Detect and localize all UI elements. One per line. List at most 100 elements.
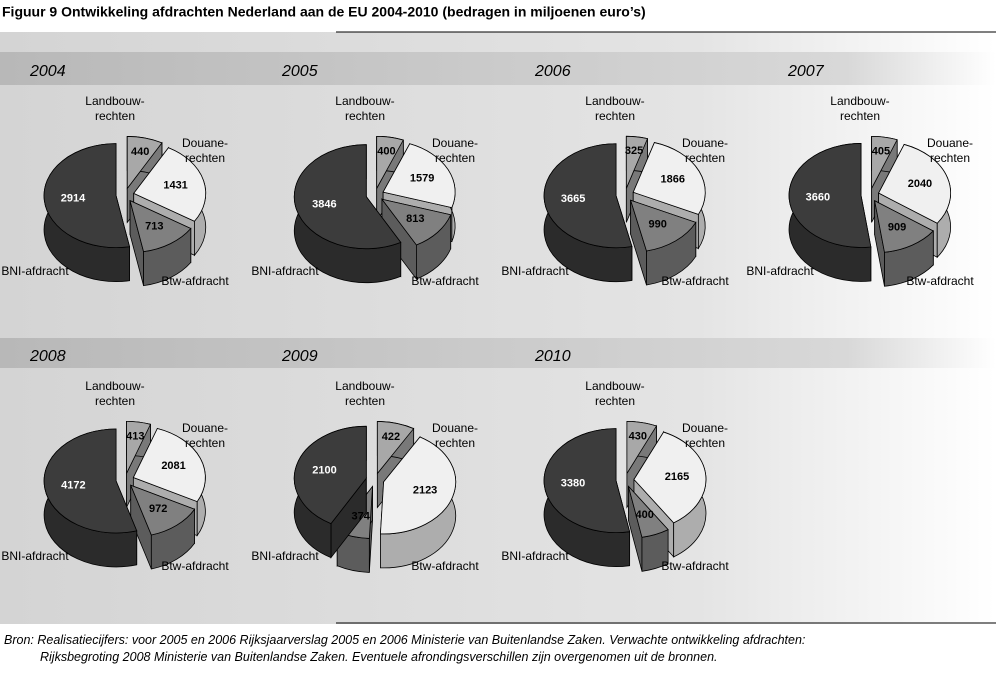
category-label: Douane-rechten bbox=[182, 421, 228, 450]
slice-top bbox=[132, 428, 206, 503]
slice-top bbox=[126, 420, 152, 474]
category-label: Douane-rechten bbox=[432, 421, 478, 450]
category-label: BNI-afdracht bbox=[251, 549, 319, 563]
category-label: Btw-afdracht bbox=[661, 559, 729, 573]
category-label: BNI-afdracht bbox=[501, 549, 569, 563]
pie-slice bbox=[380, 198, 452, 281]
category-label: Btw-afdracht bbox=[661, 274, 729, 288]
pie-slice bbox=[627, 485, 669, 572]
category-label: Douane-rechten bbox=[432, 136, 478, 165]
value-label: 990 bbox=[648, 219, 666, 231]
category-label: Douane-rechten bbox=[182, 136, 228, 165]
year-title: 2010 bbox=[534, 348, 571, 365]
slice-top bbox=[632, 142, 706, 215]
value-label: 972 bbox=[149, 503, 167, 515]
value-label: 4172 bbox=[61, 479, 85, 491]
source-note: Bron: Realisatiecijfers: voor 2005 en 20… bbox=[4, 633, 805, 647]
slice-top bbox=[293, 144, 402, 250]
slice-top bbox=[626, 421, 658, 475]
category-label: BNI-afdracht bbox=[746, 264, 814, 278]
value-label: 413 bbox=[126, 430, 144, 442]
category-label: Btw-afdracht bbox=[411, 274, 479, 288]
category-label: Douane-rechten bbox=[682, 421, 728, 450]
pie-slice bbox=[874, 200, 934, 287]
pie-slice bbox=[130, 484, 196, 570]
slice-top bbox=[129, 199, 192, 253]
source-note: Rijksbegroting 2008 Ministerie van Buite… bbox=[40, 650, 718, 664]
value-label: 2123 bbox=[413, 485, 437, 497]
pie-slice bbox=[126, 420, 152, 508]
value-label: 1579 bbox=[410, 173, 434, 185]
value-label: 374 bbox=[351, 510, 370, 522]
value-label: 405 bbox=[872, 145, 890, 157]
pie-slice bbox=[293, 144, 402, 284]
year-title: 2008 bbox=[29, 348, 66, 365]
category-label: Landbouw-rechten bbox=[585, 379, 644, 408]
slice-top bbox=[130, 484, 196, 536]
value-label: 2081 bbox=[161, 460, 185, 472]
slice-top bbox=[874, 200, 934, 253]
category-label: BNI-afdracht bbox=[251, 264, 319, 278]
slice-top bbox=[633, 431, 707, 524]
slice-top bbox=[380, 198, 452, 246]
value-label: 713 bbox=[145, 220, 163, 232]
value-label: 1431 bbox=[163, 180, 187, 192]
value-label: 2914 bbox=[61, 192, 86, 204]
value-label: 3380 bbox=[561, 478, 585, 490]
year-title: 2009 bbox=[281, 348, 318, 365]
year-title: 2006 bbox=[534, 63, 571, 80]
pie-slice bbox=[633, 430, 707, 558]
category-label: Btw-afdracht bbox=[161, 559, 229, 573]
year-band bbox=[0, 338, 996, 368]
pie-slice bbox=[543, 428, 631, 568]
slice-top bbox=[543, 143, 633, 249]
slice-top bbox=[543, 428, 631, 534]
slice-top bbox=[628, 485, 669, 538]
value-label: 2040 bbox=[908, 178, 932, 190]
slice-top bbox=[126, 136, 163, 190]
value-label: 3660 bbox=[806, 192, 830, 204]
value-label: 2165 bbox=[665, 471, 689, 483]
value-label: 813 bbox=[406, 213, 424, 225]
category-label: Landbouw-rechten bbox=[830, 94, 889, 123]
category-label: Landbouw-rechten bbox=[585, 94, 644, 123]
slice-top bbox=[133, 147, 207, 222]
pie-slice bbox=[878, 143, 951, 259]
slice-top bbox=[382, 143, 456, 209]
value-label: 3846 bbox=[312, 198, 336, 210]
category-label: Btw-afdracht bbox=[161, 274, 229, 288]
category-label: BNI-afdracht bbox=[501, 264, 569, 278]
pie-slice bbox=[788, 143, 872, 282]
pie-slice bbox=[380, 435, 457, 569]
pie-slice bbox=[293, 425, 367, 559]
category-label: Landbouw-rechten bbox=[335, 94, 394, 123]
value-label: 2100 bbox=[312, 464, 336, 476]
value-label: 440 bbox=[131, 146, 149, 158]
category-label: Landbouw-rechten bbox=[85, 379, 144, 408]
slice-top bbox=[871, 135, 898, 189]
pie-slice bbox=[129, 199, 192, 287]
pie-slice bbox=[543, 143, 633, 283]
value-label: 909 bbox=[888, 221, 906, 233]
value-label: 400 bbox=[377, 146, 395, 158]
pie-slice bbox=[630, 199, 697, 286]
slice-top bbox=[788, 143, 872, 248]
value-label: 325 bbox=[625, 145, 643, 157]
category-label: Landbouw-rechten bbox=[85, 94, 144, 123]
value-label: 1866 bbox=[661, 174, 685, 186]
category-label: Landbouw-rechten bbox=[335, 379, 394, 408]
category-label: Douane-rechten bbox=[682, 136, 728, 165]
slice-top bbox=[878, 143, 951, 224]
slice-top bbox=[43, 143, 131, 249]
figure-title: Figuur 9 Ontwikkeling afdrachten Nederla… bbox=[2, 4, 646, 20]
pie-slice bbox=[43, 428, 138, 568]
year-band bbox=[0, 52, 996, 85]
pie-slice bbox=[43, 143, 131, 283]
year-title: 2004 bbox=[29, 63, 66, 80]
pie-slice bbox=[871, 135, 898, 223]
value-label: 430 bbox=[629, 431, 647, 443]
slice-top bbox=[625, 135, 649, 189]
category-label: BNI-afdracht bbox=[1, 264, 69, 278]
slice-top bbox=[43, 428, 138, 534]
